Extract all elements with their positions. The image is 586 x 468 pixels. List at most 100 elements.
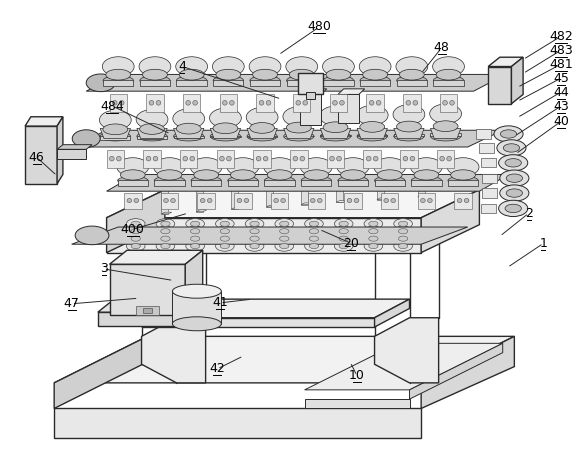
Text: 44: 44: [553, 86, 569, 99]
Polygon shape: [374, 318, 439, 383]
Polygon shape: [381, 193, 398, 209]
Ellipse shape: [216, 226, 234, 236]
Ellipse shape: [120, 101, 124, 105]
Ellipse shape: [506, 174, 523, 183]
Polygon shape: [234, 193, 251, 209]
Ellipse shape: [110, 156, 114, 161]
Ellipse shape: [430, 104, 462, 124]
Polygon shape: [71, 130, 503, 147]
Polygon shape: [431, 128, 461, 139]
Polygon shape: [231, 207, 242, 209]
Polygon shape: [57, 145, 92, 149]
Polygon shape: [110, 250, 203, 264]
Ellipse shape: [275, 234, 294, 244]
Polygon shape: [306, 92, 315, 99]
Ellipse shape: [340, 170, 366, 180]
Polygon shape: [479, 143, 494, 153]
Polygon shape: [374, 299, 410, 327]
Ellipse shape: [146, 156, 151, 161]
Polygon shape: [360, 80, 390, 86]
Ellipse shape: [384, 198, 389, 203]
Text: 47: 47: [64, 297, 80, 310]
Ellipse shape: [447, 156, 451, 161]
Polygon shape: [137, 128, 167, 139]
Ellipse shape: [374, 176, 405, 185]
Ellipse shape: [280, 229, 289, 234]
Polygon shape: [448, 181, 478, 186]
Ellipse shape: [190, 243, 200, 249]
Text: 1: 1: [540, 237, 547, 250]
Polygon shape: [86, 74, 506, 91]
Ellipse shape: [330, 156, 335, 161]
Ellipse shape: [118, 176, 148, 185]
Text: 482: 482: [549, 30, 573, 43]
Ellipse shape: [161, 243, 170, 249]
Ellipse shape: [436, 69, 461, 80]
Polygon shape: [107, 175, 509, 191]
Ellipse shape: [305, 234, 323, 244]
Polygon shape: [142, 232, 374, 241]
Text: 43: 43: [553, 100, 569, 113]
Ellipse shape: [190, 229, 200, 234]
Ellipse shape: [140, 76, 170, 85]
Ellipse shape: [149, 101, 154, 105]
Polygon shape: [410, 344, 503, 399]
Ellipse shape: [131, 243, 141, 249]
Ellipse shape: [369, 229, 378, 234]
Ellipse shape: [411, 158, 442, 176]
Polygon shape: [266, 205, 277, 207]
Polygon shape: [107, 218, 421, 253]
Ellipse shape: [216, 234, 234, 244]
Polygon shape: [301, 181, 332, 186]
Polygon shape: [338, 181, 368, 186]
Ellipse shape: [377, 170, 402, 180]
Polygon shape: [110, 264, 185, 315]
Ellipse shape: [337, 156, 342, 161]
Polygon shape: [512, 57, 523, 104]
Ellipse shape: [398, 221, 408, 227]
Polygon shape: [142, 318, 374, 327]
Ellipse shape: [156, 219, 175, 229]
Ellipse shape: [275, 241, 294, 251]
Ellipse shape: [191, 176, 222, 185]
Ellipse shape: [432, 57, 465, 76]
Polygon shape: [54, 336, 147, 409]
Ellipse shape: [369, 101, 374, 105]
Ellipse shape: [136, 110, 168, 129]
Ellipse shape: [398, 236, 408, 241]
Ellipse shape: [220, 221, 230, 227]
Ellipse shape: [244, 198, 248, 203]
Polygon shape: [161, 188, 168, 214]
Text: 46: 46: [29, 151, 45, 164]
Ellipse shape: [284, 132, 314, 141]
Ellipse shape: [304, 170, 329, 180]
Ellipse shape: [216, 69, 241, 80]
Ellipse shape: [103, 76, 134, 85]
Polygon shape: [140, 80, 170, 86]
Ellipse shape: [86, 74, 115, 92]
Polygon shape: [374, 213, 410, 241]
Ellipse shape: [354, 198, 359, 203]
Ellipse shape: [127, 241, 145, 251]
Ellipse shape: [447, 158, 479, 176]
Ellipse shape: [156, 241, 175, 251]
Polygon shape: [476, 129, 491, 139]
Ellipse shape: [156, 234, 175, 244]
Ellipse shape: [194, 170, 219, 180]
Ellipse shape: [286, 57, 318, 76]
Text: 41: 41: [212, 296, 228, 309]
Polygon shape: [293, 95, 311, 112]
Polygon shape: [144, 150, 161, 168]
Polygon shape: [421, 190, 479, 253]
Ellipse shape: [139, 124, 165, 134]
Ellipse shape: [250, 123, 275, 133]
Ellipse shape: [223, 101, 227, 105]
Ellipse shape: [323, 122, 348, 132]
Polygon shape: [98, 303, 209, 312]
Ellipse shape: [186, 241, 205, 251]
Ellipse shape: [369, 243, 378, 249]
Ellipse shape: [120, 170, 145, 180]
Ellipse shape: [264, 158, 295, 176]
Ellipse shape: [500, 130, 517, 138]
Ellipse shape: [220, 236, 230, 241]
